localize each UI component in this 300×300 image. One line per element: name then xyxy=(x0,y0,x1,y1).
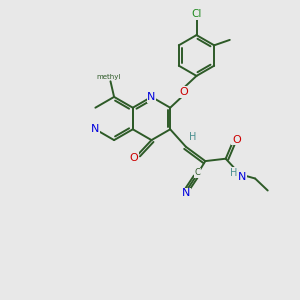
Text: Cl: Cl xyxy=(191,9,202,20)
Text: O: O xyxy=(179,87,188,97)
Text: N: N xyxy=(147,92,156,102)
Text: N: N xyxy=(182,188,190,199)
Text: O: O xyxy=(129,153,138,163)
Text: H: H xyxy=(189,132,196,142)
Text: N: N xyxy=(91,124,100,134)
Text: H: H xyxy=(230,168,237,178)
Text: C: C xyxy=(195,168,201,177)
Text: O: O xyxy=(232,134,241,145)
Text: N: N xyxy=(238,172,247,182)
Text: methyl: methyl xyxy=(97,74,121,80)
